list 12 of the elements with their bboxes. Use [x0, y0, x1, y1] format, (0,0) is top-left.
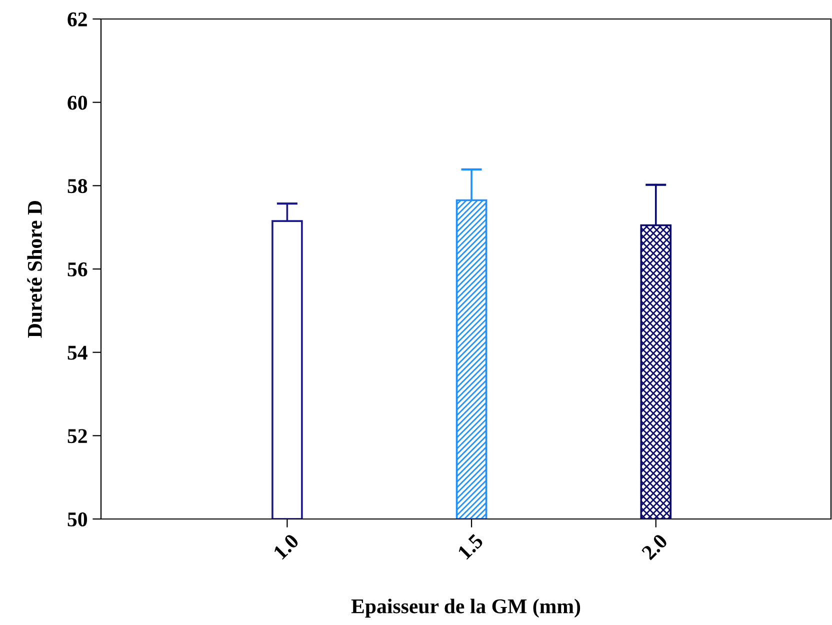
y-tick-label: 62: [68, 12, 87, 26]
y-tick-label: 54: [68, 346, 88, 360]
y-tick-label: 60: [68, 96, 88, 110]
y-axis-title: Dureté Shore D: [27, 200, 42, 338]
x-tick-label: 1.5: [457, 533, 484, 560]
x-tick-label: 1.0: [272, 533, 300, 560]
y-tick-label: 58: [68, 179, 88, 194]
y-tick-label: 56: [68, 262, 88, 276]
x-axis-title: Epaisseur de la GM (mm): [351, 598, 580, 618]
y-tick-label: 50: [68, 512, 88, 526]
x-tick-label: 2.0: [641, 533, 668, 560]
y-tick-label: 52: [68, 429, 87, 444]
